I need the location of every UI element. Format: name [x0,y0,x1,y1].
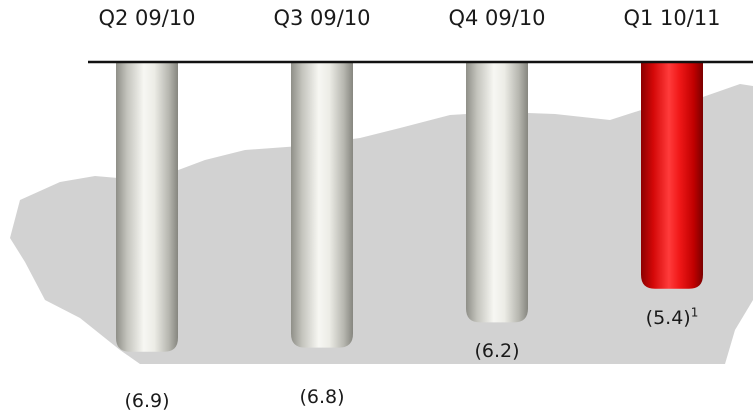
background-map [10,84,753,364]
bar-3 [466,62,528,323]
chart [10,60,753,364]
bar-4 [641,62,703,289]
category-label-1: Q2 09/10 [98,6,196,30]
category-label-4: Q1 10/11 [623,6,721,30]
value-text-1: (6.9) [124,389,170,412]
category-label-2: Q3 09/10 [273,6,371,30]
value-label-2: (6.8) [262,386,382,408]
value-label-1: (6.9) [87,390,207,412]
bar-1 [116,62,178,352]
value-label-4: (5.4)1 [612,305,732,329]
value-text-4: (5.4) [645,306,691,329]
value-text-3: (6.2) [474,340,520,363]
bar-2 [291,62,353,348]
value-text-2: (6.8) [299,385,345,408]
category-label-3: Q4 09/10 [448,6,546,30]
value-label-3: (6.2) [437,340,557,362]
footnote-mark: 1 [690,305,699,320]
